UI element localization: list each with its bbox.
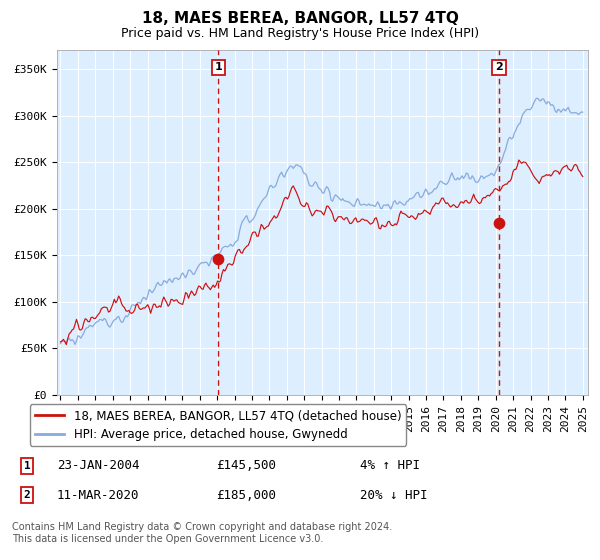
Text: 2: 2	[495, 63, 503, 72]
Text: 1: 1	[23, 461, 31, 471]
Point	[494, 218, 504, 227]
Text: 18, MAES BEREA, BANGOR, LL57 4TQ: 18, MAES BEREA, BANGOR, LL57 4TQ	[142, 11, 458, 26]
Text: Price paid vs. HM Land Registry's House Price Index (HPI): Price paid vs. HM Land Registry's House …	[121, 27, 479, 40]
Text: 23-JAN-2004: 23-JAN-2004	[57, 459, 139, 473]
Legend: 18, MAES BEREA, BANGOR, LL57 4TQ (detached house), HPI: Average price, detached : 18, MAES BEREA, BANGOR, LL57 4TQ (detach…	[30, 404, 406, 446]
Text: £145,500: £145,500	[216, 459, 276, 473]
Text: £185,000: £185,000	[216, 488, 276, 502]
Text: 11-MAR-2020: 11-MAR-2020	[57, 488, 139, 502]
Text: Contains HM Land Registry data © Crown copyright and database right 2024.
This d: Contains HM Land Registry data © Crown c…	[12, 522, 392, 544]
Text: 1: 1	[215, 63, 222, 72]
Text: 4% ↑ HPI: 4% ↑ HPI	[360, 459, 420, 473]
Text: 2: 2	[23, 490, 31, 500]
Text: 20% ↓ HPI: 20% ↓ HPI	[360, 488, 427, 502]
Point	[214, 255, 223, 264]
